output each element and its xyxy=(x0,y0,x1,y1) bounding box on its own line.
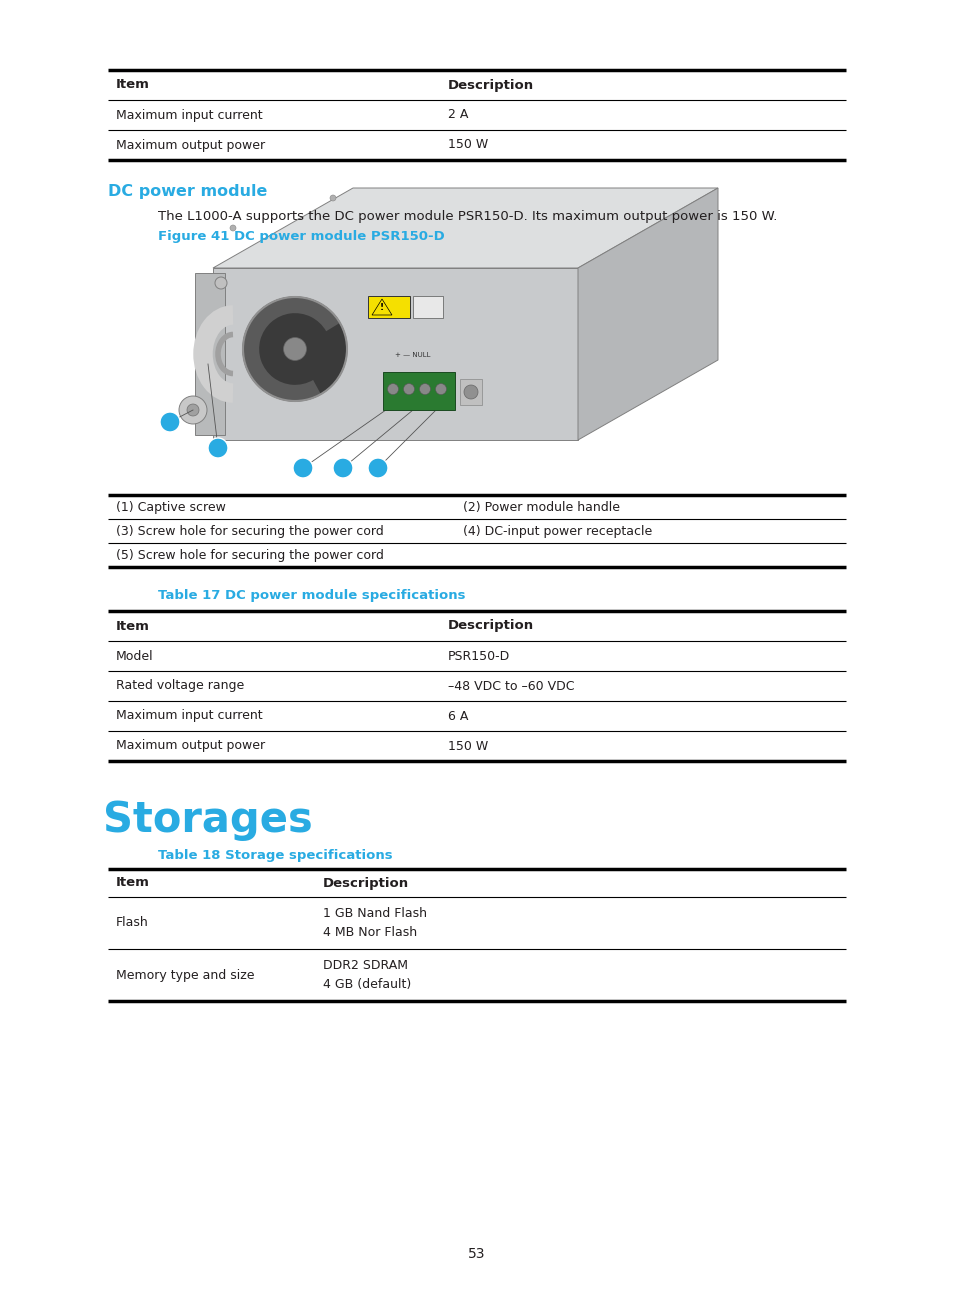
Text: (3) Screw hole for securing the power cord: (3) Screw hole for securing the power co… xyxy=(116,525,383,538)
Circle shape xyxy=(293,457,313,478)
Text: Maximum output power: Maximum output power xyxy=(116,139,265,152)
Polygon shape xyxy=(213,188,718,268)
Text: !: ! xyxy=(379,302,384,311)
Circle shape xyxy=(463,385,477,399)
Bar xyxy=(382,372,455,410)
Circle shape xyxy=(283,337,306,360)
Text: Description: Description xyxy=(322,876,408,889)
Text: Item: Item xyxy=(116,79,150,92)
Circle shape xyxy=(330,194,335,201)
Text: (5) Screw hole for securing the power cord: (5) Screw hole for securing the power co… xyxy=(116,548,383,561)
Circle shape xyxy=(403,384,414,394)
Text: –48 VDC to –60 VDC: –48 VDC to –60 VDC xyxy=(448,679,574,692)
Text: 150 W: 150 W xyxy=(448,740,488,753)
Circle shape xyxy=(419,384,430,394)
Text: Rated voltage range: Rated voltage range xyxy=(116,679,244,692)
Circle shape xyxy=(387,384,398,394)
Text: (4) DC-input power receptacle: (4) DC-input power receptacle xyxy=(462,525,652,538)
Text: DC power module: DC power module xyxy=(108,184,267,200)
Bar xyxy=(413,295,442,318)
Text: 6 A: 6 A xyxy=(448,709,468,722)
Text: Model: Model xyxy=(116,649,153,662)
Circle shape xyxy=(160,412,180,432)
Text: Table 17 DC power module specifications: Table 17 DC power module specifications xyxy=(158,588,465,603)
Text: PSR150-D: PSR150-D xyxy=(448,649,510,662)
Text: The L1000-A supports the DC power module PSR150-D. Its maximum output power is 1: The L1000-A supports the DC power module… xyxy=(158,210,777,223)
Polygon shape xyxy=(213,268,578,441)
Text: 150 W: 150 W xyxy=(448,139,488,152)
Circle shape xyxy=(179,397,207,424)
Text: Table 18 Storage specifications: Table 18 Storage specifications xyxy=(158,849,393,862)
Circle shape xyxy=(187,404,199,416)
Text: 4 MB Nor Flash: 4 MB Nor Flash xyxy=(322,925,416,938)
Text: (1) Captive screw: (1) Captive screw xyxy=(116,500,226,513)
Text: DDR2 SDRAM: DDR2 SDRAM xyxy=(322,959,407,972)
Text: Maximum input current: Maximum input current xyxy=(116,709,262,722)
Bar xyxy=(368,295,410,318)
Circle shape xyxy=(214,277,227,289)
Text: 1 GB Nand Flash: 1 GB Nand Flash xyxy=(322,907,426,920)
Text: Storages: Storages xyxy=(103,800,313,841)
Text: 2 A: 2 A xyxy=(448,109,468,122)
Text: Item: Item xyxy=(116,876,150,889)
Circle shape xyxy=(368,457,388,478)
Polygon shape xyxy=(578,188,718,441)
Text: Memory type and size: Memory type and size xyxy=(116,968,254,981)
Text: Figure 41 DC power module PSR150-D: Figure 41 DC power module PSR150-D xyxy=(158,229,444,244)
Text: Maximum output power: Maximum output power xyxy=(116,740,265,753)
Text: + — NULL: + — NULL xyxy=(395,353,431,358)
Text: Item: Item xyxy=(116,619,150,632)
Bar xyxy=(194,273,225,435)
Circle shape xyxy=(435,384,446,394)
Text: Description: Description xyxy=(448,79,534,92)
Circle shape xyxy=(333,457,353,478)
Circle shape xyxy=(243,297,347,400)
Circle shape xyxy=(208,438,228,457)
Text: Maximum input current: Maximum input current xyxy=(116,109,262,122)
Text: Description: Description xyxy=(448,619,534,632)
Polygon shape xyxy=(372,299,392,315)
Text: 4 GB (default): 4 GB (default) xyxy=(322,978,411,991)
Text: (2) Power module handle: (2) Power module handle xyxy=(462,500,619,513)
Text: Flash: Flash xyxy=(116,916,149,929)
Text: 53: 53 xyxy=(468,1247,485,1261)
Bar xyxy=(459,378,481,404)
Circle shape xyxy=(230,226,235,231)
